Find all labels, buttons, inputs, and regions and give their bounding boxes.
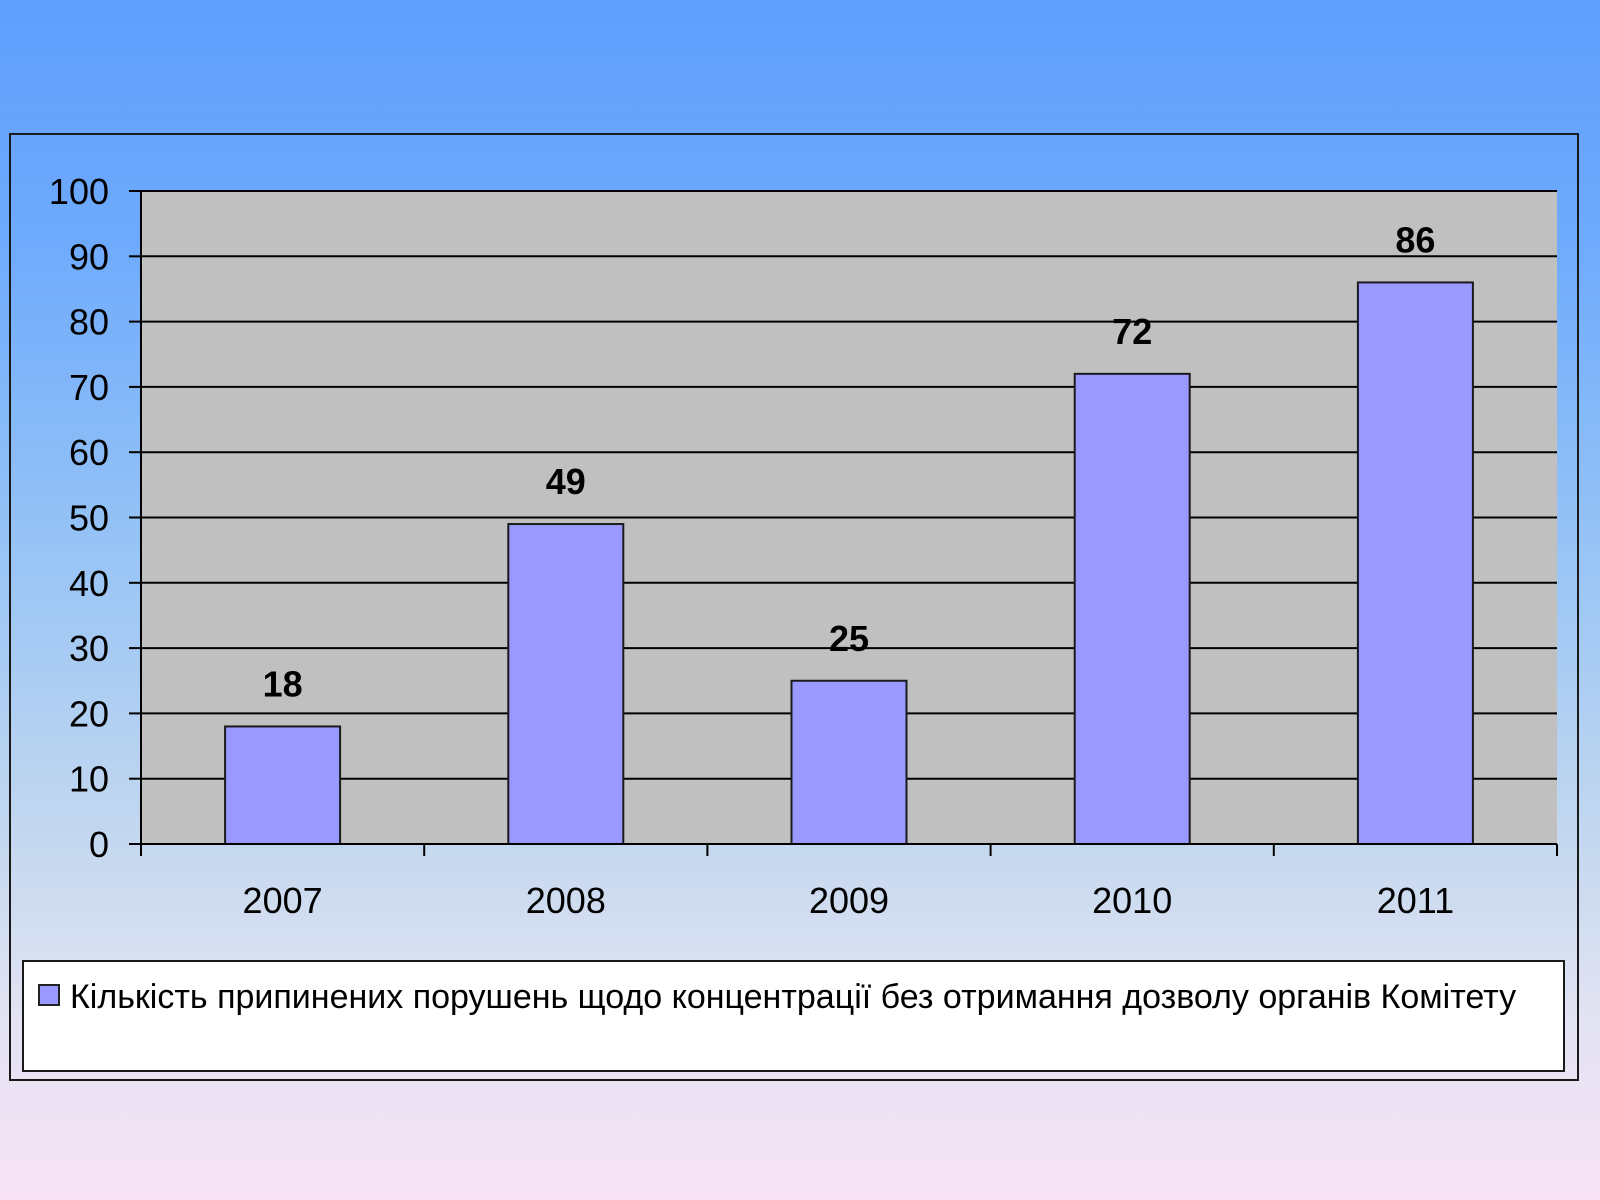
y-tick-label: 50 [69,498,109,539]
axes [129,190,1558,856]
bar-2011 [1356,281,1474,846]
legend: Кількість припинених порушень щодо конце… [22,960,1565,1072]
x-tick-label-2008: 2008 [526,880,606,921]
x-tick-label-2010: 2010 [1092,880,1172,921]
bar-2010 [1073,372,1191,845]
x-tick-label-2011: 2011 [1377,880,1454,921]
y-tick-label: 90 [69,236,109,277]
y-tick-label: 30 [69,628,109,669]
chart-frame [9,133,1579,1081]
y-tick-label: 70 [69,367,109,408]
legend-label: Кількість припинених порушень щодо конце… [70,978,1517,1016]
bar-2009 [790,679,908,845]
y-tick-label: 0 [89,824,109,865]
data-label-2011: 86 [1395,219,1435,260]
y-tick-label: 20 [69,693,109,734]
gridlines [141,190,1557,780]
y-tick-label: 60 [69,432,109,473]
data-label-2007: 18 [263,663,303,704]
data-labels: 18 49 25 72 86 [263,219,1436,704]
data-label-2009: 25 [829,618,869,659]
bar-2007 [224,725,342,846]
legend-swatch [38,984,60,1006]
x-axis-tick-labels: 2007 2008 2009 2010 2011 [243,880,1455,921]
x-tick-label-2007: 2007 [243,880,323,921]
y-tick-label: 10 [69,759,109,800]
y-tick-label: 100 [49,171,109,212]
bar-2008 [507,523,625,846]
data-label-2008: 49 [546,461,586,502]
x-tick-label-2009: 2009 [809,880,889,921]
data-label-2010: 72 [1112,311,1152,352]
y-tick-label: 40 [69,563,109,604]
y-tick-label: 80 [69,302,109,343]
y-axis-tick-labels: 0 10 20 30 40 50 60 70 80 90 100 [49,171,109,865]
